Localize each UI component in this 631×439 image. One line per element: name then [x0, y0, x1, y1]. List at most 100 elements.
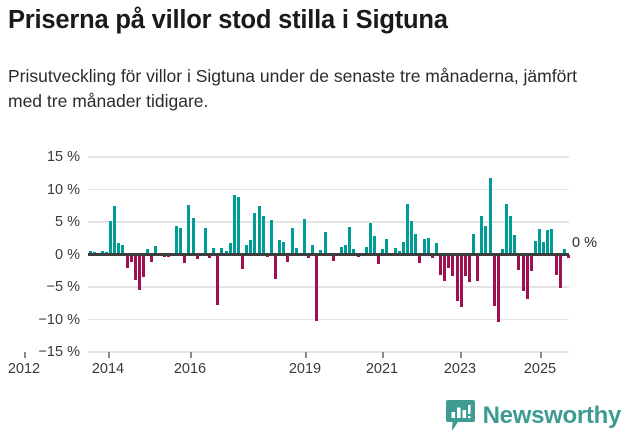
bar — [517, 254, 520, 271]
zero-annotation-label: 0 % — [572, 234, 597, 251]
bar — [232, 194, 236, 255]
bar — [100, 250, 104, 255]
y-axis-tick-label: 10 % — [46, 181, 80, 198]
bar — [236, 197, 240, 255]
bar — [352, 249, 355, 255]
bar — [480, 216, 483, 255]
bar — [418, 254, 421, 263]
bar — [302, 218, 306, 255]
bar — [113, 206, 116, 255]
bar — [562, 248, 566, 255]
plot-area: 0 % — [88, 156, 597, 353]
bar — [484, 225, 487, 255]
bar — [340, 247, 343, 255]
bar — [331, 254, 335, 261]
bar — [439, 254, 442, 275]
bar-chart-speech-bubble-icon — [445, 400, 475, 432]
gridline — [88, 188, 569, 191]
bar — [414, 233, 417, 255]
bar — [529, 254, 533, 272]
bar — [117, 243, 120, 255]
bar — [307, 254, 310, 259]
bar — [245, 245, 248, 255]
bar — [513, 235, 516, 255]
bar-chart: 15 % 10 % 5 % 0 % −5 % −10 % −15 % 0 % 2012 201… — [0, 140, 631, 390]
bar — [175, 225, 178, 255]
bar — [269, 220, 273, 255]
bar — [220, 248, 223, 255]
gridline — [88, 351, 569, 353]
x-axis-tick-label: 2012 — [7, 361, 41, 377]
bar — [257, 205, 261, 255]
bar — [216, 254, 219, 306]
x-axis-tick-label: 2023 — [443, 361, 477, 377]
gridline — [88, 318, 569, 321]
bar — [546, 229, 549, 255]
y-axis-tick-label: −15 % — [38, 344, 80, 360]
x-axis-tick — [108, 352, 110, 358]
bar — [146, 248, 149, 255]
bar — [88, 251, 92, 255]
y-axis-labels: 15 % 10 % 5 % 0 % −5 % −10 % −15 % — [0, 149, 80, 360]
newsworthy-logo[interactable]: Newsworthy — [445, 400, 622, 432]
x-axis-tick — [24, 352, 26, 358]
bar — [385, 238, 388, 255]
bar — [455, 254, 459, 301]
bar — [467, 254, 471, 283]
bar — [294, 248, 298, 255]
bar — [500, 248, 504, 255]
bar — [459, 254, 463, 307]
bar — [195, 254, 199, 260]
x-axis-tick-label: 2025 — [523, 361, 557, 377]
bar — [323, 232, 327, 255]
bar — [525, 254, 529, 300]
x-axis-tick — [460, 352, 462, 358]
gridline — [88, 156, 569, 158]
bar — [472, 233, 475, 255]
bar — [274, 254, 277, 279]
bar — [410, 221, 413, 255]
bar — [533, 240, 537, 255]
bar — [109, 220, 112, 255]
bar — [315, 254, 318, 321]
bar — [451, 254, 454, 276]
bar — [133, 254, 137, 280]
x-axis-tick — [382, 352, 384, 358]
bar — [554, 254, 558, 275]
bar — [434, 242, 438, 255]
brand-name: Newsworthy — [482, 402, 622, 429]
bar — [319, 249, 322, 255]
x-axis: 2012 2014 2016 2019 2021 2023 2025 — [8, 352, 569, 390]
bar — [463, 254, 467, 276]
x-axis-tick — [540, 352, 542, 358]
bar — [422, 238, 426, 255]
bar — [443, 254, 446, 282]
y-axis-tick-label: −5 % — [46, 279, 80, 295]
x-axis-tick-label: 2021 — [365, 361, 399, 377]
y-axis-tick-label: −10 % — [38, 311, 80, 328]
bar — [179, 227, 182, 255]
y-axis-tick-label: 15 % — [46, 149, 80, 165]
bar — [364, 246, 368, 255]
bar — [278, 239, 281, 255]
bar — [377, 254, 380, 265]
bar — [290, 227, 294, 255]
chart-footer: Newsworthy — [0, 398, 631, 439]
bar — [521, 254, 525, 291]
bar — [183, 254, 186, 263]
bar — [344, 245, 347, 255]
bar — [430, 254, 434, 258]
bar — [488, 177, 492, 255]
bar — [125, 254, 129, 268]
bar — [203, 227, 207, 255]
bar — [187, 205, 190, 255]
x-axis-tick-label: 2014 — [91, 361, 125, 377]
bar — [542, 241, 545, 255]
bar — [224, 250, 228, 255]
bar — [241, 254, 244, 270]
bar — [208, 254, 211, 258]
gridline — [88, 286, 569, 288]
bar — [142, 254, 145, 278]
bar — [505, 203, 508, 255]
